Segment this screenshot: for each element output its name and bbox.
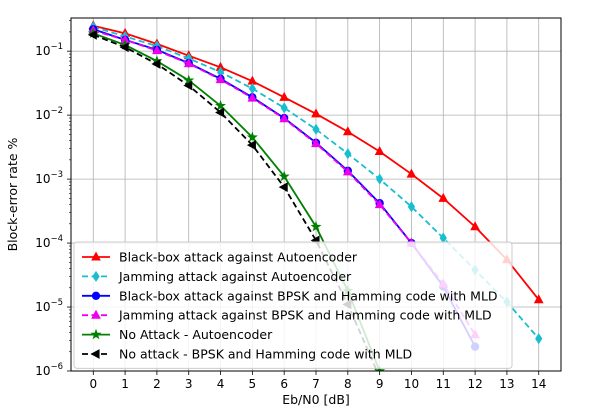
data-point — [470, 221, 480, 231]
data-point — [247, 92, 258, 102]
x-tick-label: 14 — [531, 377, 546, 391]
legend-label: Black-box attack against BPSK and Hammin… — [119, 288, 498, 303]
legend-marker — [90, 328, 102, 340]
data-point — [215, 107, 225, 118]
data-point — [312, 123, 320, 135]
legend-marker — [91, 291, 101, 300]
legend-marker — [91, 251, 101, 261]
data-point — [151, 59, 161, 69]
y-tick-label: 10−1 — [35, 42, 63, 58]
x-tick-label: 5 — [249, 377, 257, 391]
data-point — [152, 45, 162, 55]
y-tick-label: 10−2 — [35, 106, 63, 122]
legend-label: No Attack - Autoencoder — [119, 327, 273, 342]
legend-marker — [91, 309, 101, 319]
data-point — [535, 333, 543, 345]
data-point — [183, 80, 193, 91]
data-point — [533, 294, 544, 304]
x-tick-label: 4 — [217, 377, 225, 391]
data-point — [215, 74, 226, 84]
legend-label: Jamming attack against BPSK and Hamming … — [118, 308, 492, 323]
data-point — [374, 146, 385, 156]
legend-item: Jamming attack against Autoencoder — [82, 269, 352, 284]
series-line — [93, 25, 540, 340]
data-point — [344, 148, 352, 160]
legend-marker — [90, 349, 100, 359]
data-point — [279, 91, 290, 101]
legend-label: Black-box attack against Autoencoder — [119, 250, 358, 265]
data-point — [342, 126, 353, 136]
legend-item: No attack - BPSK and Hamming code with M… — [82, 347, 412, 362]
data-point — [311, 138, 321, 148]
data-point — [311, 108, 321, 118]
data-point — [376, 173, 384, 185]
y-tick-label: 10−5 — [35, 298, 63, 314]
x-tick-label: 1 — [121, 377, 129, 391]
x-tick-label: 12 — [467, 377, 482, 391]
x-tick-label: 11 — [436, 377, 451, 391]
data-point — [183, 74, 195, 86]
data-point — [119, 42, 129, 53]
data-point — [374, 199, 385, 209]
legend: Black-box attack against Autoencoder Jamm… — [73, 241, 513, 369]
x-tick-label: 13 — [499, 377, 514, 391]
x-axis-label: Eb/N0 [dB] — [282, 392, 350, 407]
data-point — [310, 220, 322, 232]
x-tick-label: 10 — [404, 377, 419, 391]
data-point — [279, 113, 290, 123]
data-point — [248, 83, 256, 95]
x-tick-label: 3 — [185, 377, 193, 391]
data-point — [215, 99, 227, 111]
x-tick-label: 7 — [312, 377, 320, 391]
legend-item: Black-box attack against Autoencoder — [82, 250, 358, 265]
legend-item: Black-box attack against BPSK and Hammin… — [82, 288, 498, 303]
data-point — [183, 58, 194, 68]
data-point — [438, 192, 449, 202]
data-point — [407, 201, 416, 213]
data-point — [87, 29, 97, 40]
x-tick-label: 0 — [89, 377, 97, 391]
y-axis: 10−1 10−2 10−3 10−4 10−5 10−6 — [35, 20, 71, 378]
data-point — [342, 166, 353, 176]
y-tick-label: 10−4 — [35, 234, 63, 250]
data-point — [246, 140, 256, 150]
data-point — [278, 182, 288, 192]
legend-marker — [92, 270, 100, 282]
x-tick-label: 8 — [344, 377, 352, 391]
data-point — [406, 168, 417, 178]
legend-item: Jamming attack against BPSK and Hamming … — [82, 308, 492, 323]
legend-box — [73, 241, 513, 369]
x-tick-label: 6 — [280, 377, 288, 391]
data-point — [246, 131, 258, 143]
legend-item: No Attack - Autoencoder — [82, 327, 273, 342]
x-axis: 0 1 2 3 4 5 6 7 8 9 10 11 12 13 14 — [89, 371, 546, 391]
x-tick-label: 9 — [376, 377, 384, 391]
legend-label: Jamming attack against Autoencoder — [118, 269, 352, 284]
data-point — [278, 170, 290, 182]
y-tick-label: 10−6 — [35, 362, 63, 378]
legend-label: No attack - BPSK and Hamming code with M… — [119, 347, 412, 362]
data-point — [280, 102, 288, 114]
y-tick-label: 10−3 — [35, 170, 63, 186]
y-axis-label: Block-error rate % — [5, 137, 20, 251]
x-tick-label: 2 — [153, 377, 161, 391]
